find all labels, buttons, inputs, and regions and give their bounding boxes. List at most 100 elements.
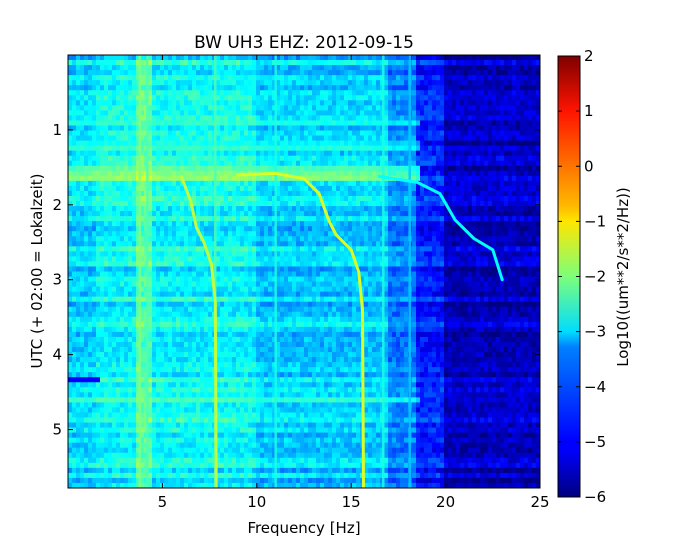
heatmap-cell	[136, 90, 141, 96]
heatmap-cell	[176, 150, 181, 157]
heatmap-cell	[220, 180, 225, 187]
heatmap-cell	[196, 180, 201, 187]
heatmap-cell	[440, 55, 445, 61]
heatmap-cell	[192, 251, 197, 257]
heatmap-cell	[100, 110, 105, 117]
heatmap-cell	[324, 135, 329, 142]
heatmap-cell	[220, 231, 225, 237]
heatmap-cell	[236, 125, 241, 132]
heatmap-cell	[356, 221, 361, 227]
heatmap-cell	[116, 226, 121, 232]
heatmap-cell	[356, 65, 361, 71]
heatmap-cell	[460, 100, 465, 106]
heatmap-cell	[508, 120, 513, 127]
heatmap-cell	[152, 190, 157, 197]
heatmap-cell	[220, 130, 225, 137]
heatmap-cell	[352, 65, 357, 71]
heatmap-cell	[180, 70, 185, 76]
heatmap-cell	[436, 70, 441, 76]
heatmap-cell	[388, 100, 393, 106]
heatmap-cell	[388, 85, 393, 91]
heatmap-cell	[136, 175, 141, 182]
heatmap-cell	[392, 85, 397, 91]
heatmap-cell	[312, 201, 317, 207]
heatmap-cell	[252, 221, 257, 227]
heatmap-cell	[504, 246, 509, 252]
heatmap-cell	[116, 55, 121, 61]
heatmap-cell	[216, 145, 221, 152]
heatmap-cell	[508, 195, 513, 202]
heatmap-cell	[400, 85, 405, 91]
heatmap-cell	[92, 55, 97, 61]
heatmap-cell	[536, 100, 540, 106]
heatmap-cell	[396, 140, 401, 147]
heatmap-cell	[372, 160, 377, 167]
heatmap-cell	[92, 201, 97, 207]
heatmap-cell	[276, 90, 281, 96]
heatmap-cell	[252, 185, 257, 192]
heatmap-cell	[304, 195, 309, 202]
heatmap-cell	[204, 95, 209, 101]
heatmap-cell	[424, 256, 429, 263]
heatmap-cell	[224, 231, 229, 237]
heatmap-cell	[432, 190, 437, 197]
heatmap-cell	[412, 216, 417, 222]
heatmap-cell	[456, 135, 461, 142]
heatmap-cell	[132, 195, 137, 202]
heatmap-cell	[172, 135, 177, 142]
heatmap-cell	[324, 70, 329, 76]
heatmap-cell	[268, 80, 273, 86]
heatmap-cell	[76, 135, 81, 142]
heatmap-cell	[156, 100, 161, 106]
heatmap-cell	[516, 60, 521, 66]
heatmap-cell	[428, 180, 433, 187]
heatmap-cell	[136, 266, 141, 273]
heatmap-cell	[388, 211, 393, 217]
heatmap-cell	[532, 180, 537, 187]
heatmap-cell	[420, 145, 425, 152]
heatmap-cell	[404, 195, 409, 202]
heatmap-cell	[436, 165, 441, 172]
heatmap-cell	[288, 160, 293, 167]
heatmap-cell	[432, 145, 437, 152]
heatmap-cell	[364, 65, 369, 71]
heatmap-cell	[472, 65, 477, 71]
heatmap-cell	[488, 231, 493, 237]
heatmap-cell	[328, 160, 333, 167]
heatmap-cell	[140, 256, 145, 263]
heatmap-cell	[524, 95, 529, 101]
heatmap-cell	[116, 80, 121, 86]
heatmap-cell	[236, 261, 241, 268]
heatmap-cell	[88, 65, 93, 71]
heatmap-cell	[532, 206, 537, 212]
heatmap-cell	[256, 145, 261, 152]
heatmap-cell	[480, 185, 485, 192]
heatmap-cell	[80, 105, 85, 111]
heatmap-cell	[396, 211, 401, 217]
heatmap-cell	[396, 100, 401, 106]
heatmap-cell	[472, 180, 477, 187]
heatmap-cell	[192, 165, 197, 172]
heatmap-cell	[124, 190, 129, 197]
heatmap-cell	[272, 150, 277, 157]
heatmap-cell	[288, 110, 293, 117]
heatmap-cell	[304, 95, 309, 101]
heatmap-cell	[252, 226, 257, 232]
heatmap-cell	[480, 130, 485, 137]
heatmap-cell	[288, 105, 293, 111]
heatmap-cell	[316, 256, 321, 263]
heatmap-cell	[372, 180, 377, 187]
heatmap-cell	[168, 95, 173, 101]
heatmap-cell	[252, 95, 257, 101]
heatmap-cell	[176, 100, 181, 106]
heatmap-cell	[308, 150, 313, 157]
heatmap-cell	[504, 251, 509, 257]
heatmap-cell	[484, 70, 489, 76]
heatmap-cell	[300, 251, 305, 257]
heatmap-cell	[164, 75, 169, 81]
heatmap-cell	[416, 75, 421, 81]
heatmap-cell	[404, 100, 409, 106]
heatmap-cell	[200, 120, 205, 127]
heatmap-cell	[256, 246, 261, 252]
heatmap-cell	[284, 100, 289, 106]
